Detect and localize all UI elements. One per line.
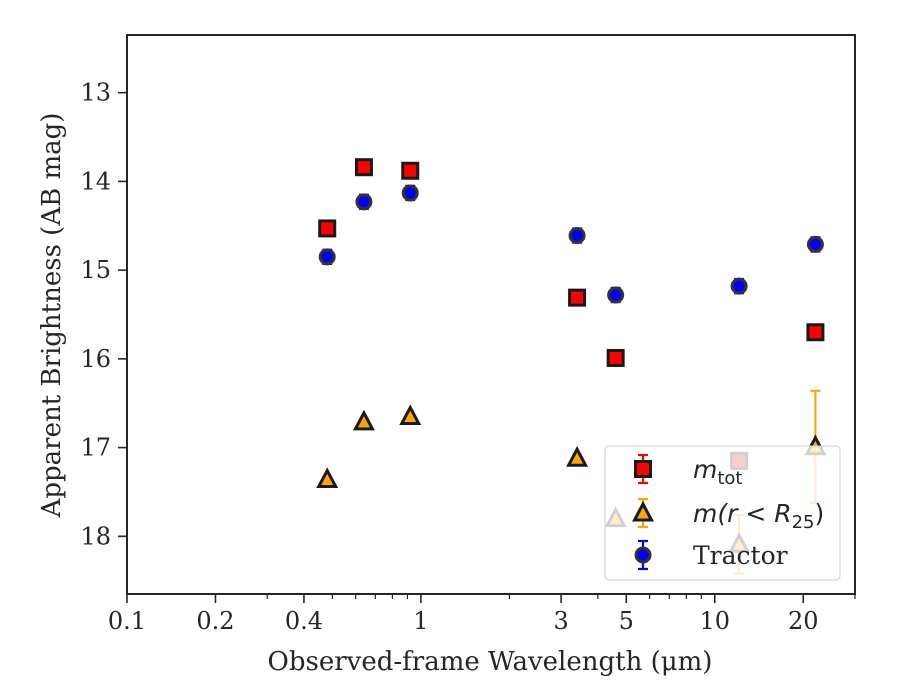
x-tick-label: 10 xyxy=(700,607,731,635)
point-mr25 xyxy=(399,404,422,426)
point-tractor xyxy=(568,227,586,245)
x-axis-label: Observed-frame Wavelength (μm) xyxy=(268,647,713,677)
legend: mtot m(r < R25) Tractor xyxy=(604,445,841,581)
x-tick-label: 0.1 xyxy=(108,607,146,635)
x-axis-ticks: 0.1 0.2 0.4 1 3 5 10 20 xyxy=(108,594,856,635)
point-mtot xyxy=(606,348,625,367)
legend-label-tractor: Tractor xyxy=(693,541,788,570)
x-tick-label: 0.4 xyxy=(285,607,323,635)
point-mr25 xyxy=(566,446,589,467)
point-tractor xyxy=(607,286,625,304)
point-mtot xyxy=(401,161,420,180)
point-tractor xyxy=(355,193,373,211)
y-axis-label: Apparent Brightness (AB mag) xyxy=(37,113,67,519)
y-tick-label: 15 xyxy=(80,256,111,284)
legend-label-mr25: m(r < R25) xyxy=(693,499,824,533)
point-mtot xyxy=(318,219,337,238)
point-mr25 xyxy=(352,409,375,431)
legend-marker-mr25 xyxy=(632,500,654,522)
point-mr25 xyxy=(316,467,339,489)
point-mtot xyxy=(806,323,825,342)
series-tractor xyxy=(318,184,824,304)
y-tick-label: 16 xyxy=(80,345,111,373)
y-tick-label: 14 xyxy=(80,167,111,195)
plot-frame xyxy=(126,34,856,595)
point-tractor xyxy=(806,235,824,253)
point-mtot xyxy=(568,288,587,307)
point-mtot xyxy=(354,158,373,177)
x-tick-label: 1 xyxy=(413,607,428,635)
x-tick-label: 3 xyxy=(553,607,568,635)
point-tractor xyxy=(401,184,419,202)
y-axis-ticks: 13 14 15 16 17 18 xyxy=(80,79,127,550)
y-tick-label: 17 xyxy=(80,434,111,462)
legend-marker-mtot xyxy=(634,460,652,478)
point-tractor xyxy=(318,248,336,266)
y-tick-label: 18 xyxy=(80,522,111,550)
legend-marker-tractor xyxy=(634,546,652,564)
x-tick-label: 0.2 xyxy=(196,607,234,635)
legend-label-mtot: mtot xyxy=(693,455,743,489)
legend-box xyxy=(604,445,841,581)
x-tick-label: 5 xyxy=(619,607,634,635)
y-tick-label: 13 xyxy=(80,79,111,107)
x-tick-label: 20 xyxy=(788,607,819,635)
point-tractor xyxy=(730,277,748,295)
series-mtot xyxy=(318,158,825,470)
